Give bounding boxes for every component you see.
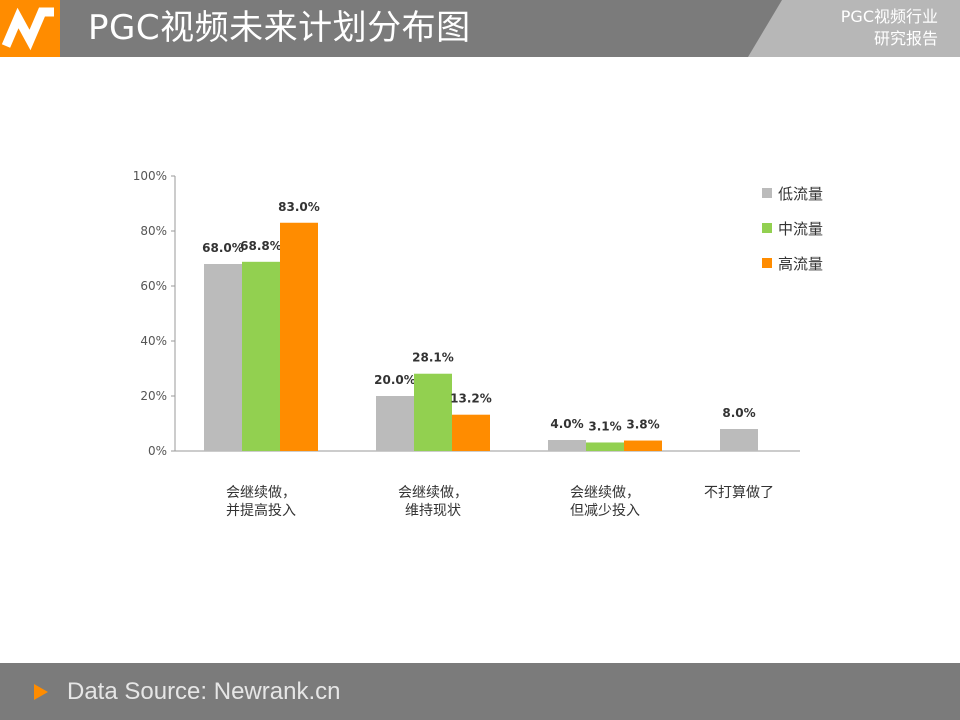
- legend-swatch: [762, 258, 772, 268]
- bar: [376, 396, 414, 451]
- bar: [280, 222, 318, 451]
- data-label: 3.1%: [588, 419, 621, 433]
- bar: [624, 440, 662, 451]
- bar: [242, 261, 280, 451]
- data-label: 4.0%: [550, 417, 583, 431]
- y-tick-label: 60%: [140, 279, 167, 293]
- legend-swatch: [762, 188, 772, 198]
- data-label: 83.0%: [278, 200, 320, 214]
- y-tick-label: 20%: [140, 389, 167, 403]
- header-bar: PGC视频未来计划分布图 PGC视频行业 研究报告: [0, 0, 960, 57]
- header-corner-panel: PGC视频行业 研究报告: [748, 0, 960, 57]
- report-caption-line1: PGC视频行业: [840, 7, 938, 26]
- x-category-label: 并提高投入: [226, 502, 296, 519]
- data-label: 20.0%: [374, 373, 416, 387]
- logo: [0, 0, 60, 57]
- x-category-label: 维持现状: [405, 503, 461, 519]
- y-tick-label: 0%: [148, 444, 167, 458]
- bar: [414, 373, 452, 451]
- bar: [586, 442, 624, 451]
- y-tick-label: 100%: [133, 169, 167, 183]
- x-category-label: 不打算做了: [704, 484, 774, 501]
- x-category-label: 会继续做，: [398, 484, 468, 501]
- report-caption-line2: 研究报告: [873, 29, 938, 48]
- data-label: 28.1%: [412, 351, 454, 365]
- bar: [548, 440, 586, 451]
- legend-label: 高流量: [778, 255, 823, 273]
- data-label: 8.0%: [722, 406, 755, 420]
- y-tick-label: 80%: [140, 224, 167, 238]
- legend-swatch: [762, 223, 772, 233]
- footer-bar: Data Source: Newrank.cn: [0, 663, 960, 720]
- data-label: 3.8%: [626, 418, 659, 432]
- data-label: 68.8%: [240, 239, 282, 253]
- data-label: 68.0%: [202, 241, 244, 255]
- x-category-label: 会继续做，: [570, 484, 640, 501]
- y-tick-label: 40%: [140, 334, 167, 348]
- x-category-label: 但减少投入: [570, 503, 640, 519]
- data-label: 13.2%: [450, 392, 492, 406]
- bar: [720, 429, 758, 451]
- bar: [452, 414, 490, 451]
- page-title: PGC视频未来计划分布图: [88, 8, 471, 48]
- play-arrow-icon: [34, 684, 48, 700]
- legend-label: 低流量: [778, 185, 823, 203]
- report-caption: PGC视频行业 研究报告: [841, 6, 938, 50]
- bar: [204, 264, 242, 451]
- bar-chart: 0%20%40%60%80%100%68.0%68.8%83.0%会继续做，并提…: [133, 169, 823, 519]
- data-source: Data Source: Newrank.cn: [67, 678, 341, 705]
- x-category-label: 会继续做，: [226, 484, 296, 501]
- logo-icon: [1, 7, 54, 51]
- legend-label: 中流量: [778, 220, 823, 238]
